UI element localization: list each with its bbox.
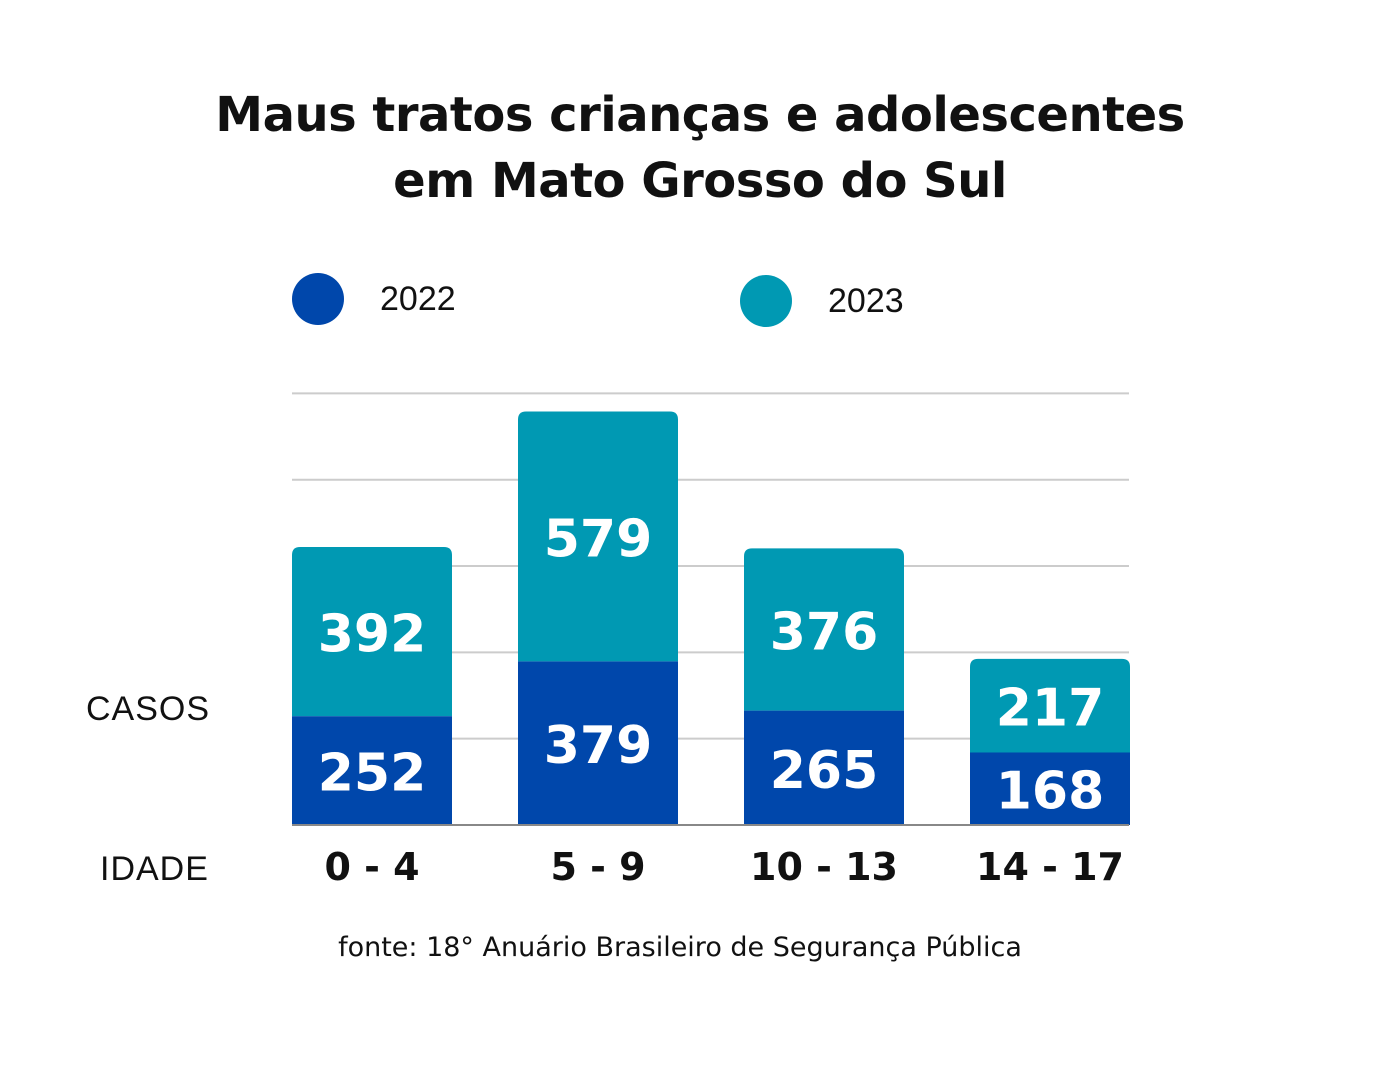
legend-swatch-2023 xyxy=(740,275,792,327)
value-label-2023-3: 376 xyxy=(770,602,879,662)
value-label-2023-1: 392 xyxy=(318,605,427,665)
x-tick-label-2: 5 - 9 xyxy=(550,845,645,889)
bar-2022-4 xyxy=(970,752,1130,825)
bar-2022-1 xyxy=(292,716,452,825)
value-label-2022-4: 168 xyxy=(996,762,1105,822)
bar-2023-2 xyxy=(518,411,678,662)
chart-title: Maus tratos crianças e adolescentes em M… xyxy=(0,82,1400,214)
chart-title-line-1: Maus tratos crianças e adolescentes xyxy=(215,87,1185,143)
bar-2022-2 xyxy=(518,661,678,825)
source-note: fonte: 18° Anuário Brasileiro de Seguran… xyxy=(338,932,1022,963)
bar-2022-3 xyxy=(744,710,904,825)
bar-2023-1 xyxy=(292,547,452,717)
value-label-2022-2: 379 xyxy=(544,716,653,776)
value-label-2023-4: 217 xyxy=(996,679,1105,739)
value-label-2023-2: 579 xyxy=(544,509,653,569)
x-tick-label-4: 14 - 17 xyxy=(976,845,1124,889)
x-tick-label-3: 10 - 13 xyxy=(750,845,898,889)
legend-swatch-2022 xyxy=(292,273,344,325)
bar-2023-3 xyxy=(744,548,904,711)
bar-2023-4 xyxy=(970,658,1130,753)
legend-item-2023: 2023 xyxy=(740,275,904,327)
legend-label-2023: 2023 xyxy=(828,281,904,320)
value-label-2022-1: 252 xyxy=(318,744,427,804)
chart-title-line-2: em Mato Grosso do Sul xyxy=(393,153,1007,209)
legend-item-2022: 2022 xyxy=(292,273,456,325)
value-label-2022-3: 265 xyxy=(770,741,879,801)
x-axis-label: IDADE xyxy=(100,850,209,888)
legend-label-2022: 2022 xyxy=(380,279,456,318)
y-axis-label: CASOS xyxy=(86,690,211,728)
x-tick-label-1: 0 - 4 xyxy=(324,845,419,889)
